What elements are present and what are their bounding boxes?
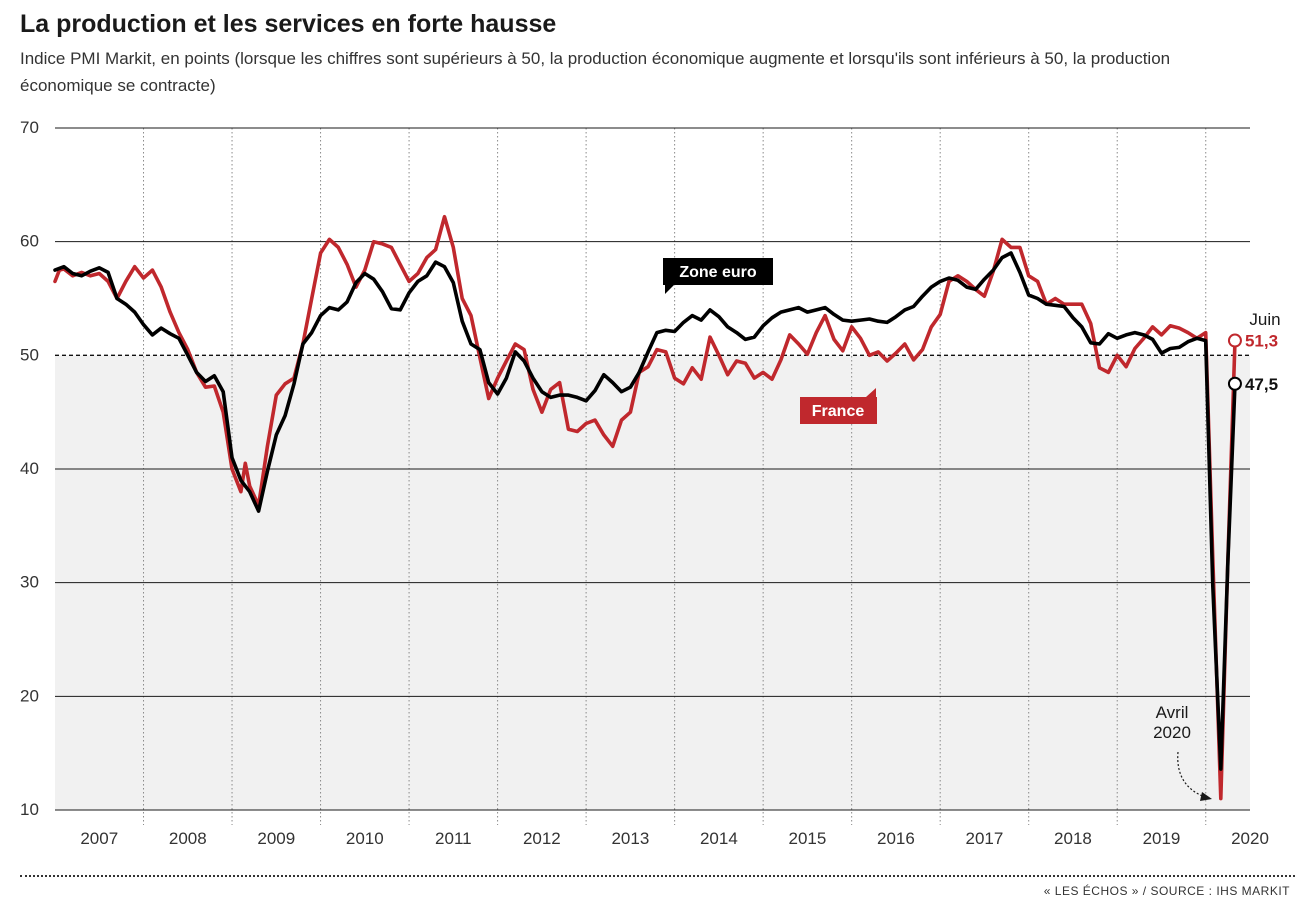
zone-euro-end-value: 47,5 (1245, 375, 1278, 394)
x-tick-label: 2007 (80, 829, 118, 848)
france-callout-box (800, 388, 877, 424)
france-end-marker (1227, 333, 1242, 348)
chart-subtitle: Indice PMI Markit, en points (lorsque le… (20, 49, 1171, 95)
x-tick-label: 2009 (257, 829, 295, 848)
x-tick-label: 2017 (966, 829, 1004, 848)
y-tick-label: 70 (20, 118, 39, 137)
x-tick-label: 2008 (169, 829, 207, 848)
x-tick-label: 2016 (877, 829, 915, 848)
april-label-line2: 2020 (1153, 723, 1191, 742)
x-tick-label: 2012 (523, 829, 561, 848)
y-tick-label: 40 (20, 459, 39, 478)
france-end-value: 51,3 (1245, 332, 1278, 351)
y-tick-label: 50 (20, 345, 39, 364)
zone-euro-end-marker (1227, 376, 1242, 391)
x-tick-label: 2019 (1143, 829, 1181, 848)
x-tick-label: 2020 (1231, 829, 1269, 848)
month-label-juin: Juin (1249, 310, 1280, 329)
series-line-zone-euro (53, 251, 1237, 771)
zone-euro-callout-box (663, 258, 773, 294)
x-tick-label: 2018 (1054, 829, 1092, 848)
y-tick-label: 60 (20, 232, 39, 251)
france-callout-label: France (812, 403, 865, 420)
x-tick-label: 2014 (700, 829, 738, 848)
source-credit: « LES ÉCHOS » / SOURCE : IHS MARKIT (1043, 884, 1290, 898)
footer-divider (20, 875, 1295, 877)
april-arrow-head (1200, 792, 1212, 801)
x-tick-label: 2010 (346, 829, 384, 848)
y-tick-label: 20 (20, 686, 39, 705)
y-tick-label: 30 (20, 573, 39, 592)
x-tick-label: 2015 (788, 829, 826, 848)
y-tick-label: 10 (20, 800, 39, 819)
x-tick-label: 2013 (611, 829, 649, 848)
x-tick-label: 2011 (435, 829, 472, 848)
zone-euro-callout-label: Zone euro (679, 264, 757, 281)
april-arrow-line (1177, 751, 1206, 798)
series-layer (53, 214, 1237, 801)
chart-title: La production et les services en forte h… (20, 10, 557, 38)
april-label-line1: Avril (1156, 703, 1189, 722)
